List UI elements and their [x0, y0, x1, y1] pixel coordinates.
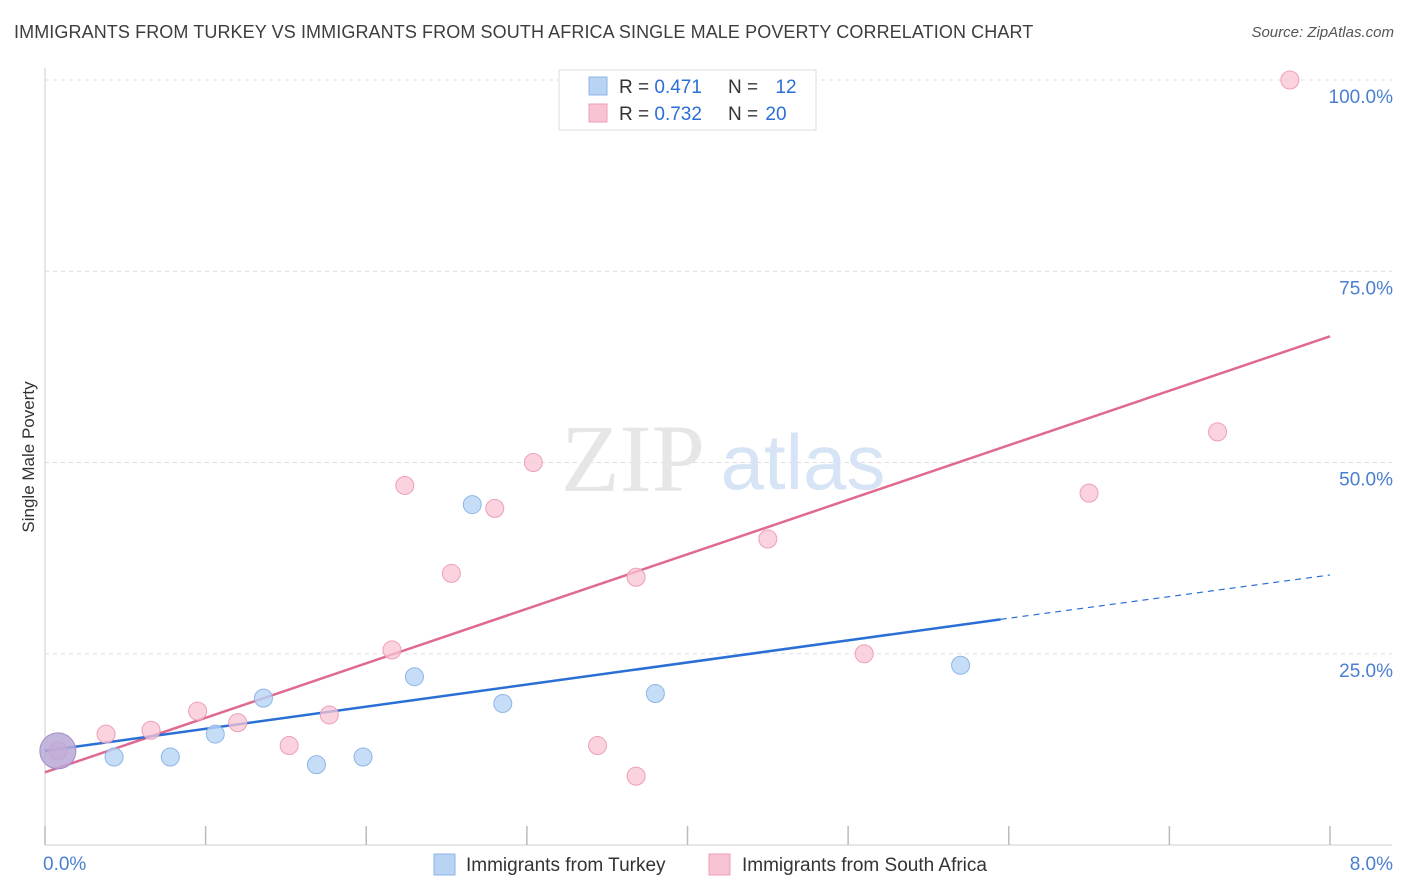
point-south-africa-5: [279, 736, 299, 756]
point-south-africa-12: [588, 736, 608, 756]
svg-text:R = 0.471: R = 0.471: [619, 77, 702, 98]
point-turkey-9: [493, 693, 513, 713]
legend-n-label-south-africa: N =: [728, 104, 763, 125]
point-turkey-7: [404, 667, 424, 687]
series-legend: Immigrants from Turkey Immigrants from S…: [433, 853, 987, 876]
watermark: ZIP atlas: [561, 405, 885, 512]
stats-legend: R = 0.471 N = 12 R = 0.732 N = 20: [558, 69, 817, 131]
legend-n-value-turkey: 12: [775, 77, 796, 98]
watermark-atlas: atlas: [721, 418, 886, 506]
legend-r-value-turkey: 0.471: [654, 77, 702, 98]
x-tick-label-min: 0.0%: [43, 854, 86, 875]
source-label: Source: ZipAtlas.com: [1251, 24, 1394, 41]
y-tick-label-100: 100.0%: [1329, 87, 1394, 108]
trend-lines: [44, 335, 1331, 774]
legend-r-value-south-africa: 0.732: [654, 104, 702, 125]
data-points: [39, 70, 1300, 786]
bottom-legend-swatch-turkey: [433, 853, 456, 876]
point-south-africa-1: [96, 724, 116, 744]
point-turkey-5: [306, 755, 326, 775]
point-south-africa-14: [626, 766, 646, 786]
point-south-africa-19: [1280, 70, 1300, 90]
point-south-africa-4: [228, 713, 248, 733]
axes: 25.0% 50.0% 75.0% 100.0% 0.0% 8.0%: [43, 68, 1393, 875]
point-turkey-4: [253, 688, 273, 708]
point-turkey-1: [104, 747, 124, 767]
point-south-africa-17: [1079, 483, 1099, 503]
point-south-africa-6: [319, 705, 339, 725]
svg-text:R = 0.732: R = 0.732: [619, 104, 702, 125]
point-south-africa-11: [523, 453, 543, 472]
svg-text:N = 20: N = 20: [728, 104, 787, 125]
y-tick-label-50: 50.0%: [1339, 470, 1393, 491]
chart-title: IMMIGRANTS FROM TURKEY VS IMMIGRANTS FRO…: [14, 22, 1034, 42]
bottom-legend-label-south-africa: Immigrants from South Africa: [742, 855, 987, 876]
legend-n-label-turkey: N =: [728, 77, 763, 98]
svg-text:N = 12: N = 12: [728, 77, 797, 98]
bottom-legend-label-turkey: Immigrants from Turkey: [466, 855, 666, 876]
trend-line-south-africa: [44, 335, 1331, 774]
y-tick-label-25: 25.0%: [1339, 661, 1393, 682]
x-tick-label-max: 8.0%: [1350, 854, 1393, 875]
point-south-africa-15: [758, 529, 778, 549]
y-axis-label: Single Male Poverty: [19, 381, 38, 533]
point-turkey-6: [353, 747, 373, 767]
point-turkey-8: [462, 495, 482, 515]
legend-r-label-turkey: R =: [619, 77, 654, 98]
point-south-africa-9: [441, 563, 461, 583]
point-south-africa-13: [626, 567, 646, 587]
point-south-africa-3: [188, 701, 208, 721]
point-south-africa-16: [854, 644, 874, 664]
point-south-africa-8: [395, 475, 415, 495]
point-south-africa-18: [1208, 422, 1228, 442]
bottom-legend-swatch-south-africa: [708, 853, 731, 876]
trend-line-turkey: [44, 618, 1001, 753]
y-tick-label-75: 75.0%: [1339, 278, 1393, 299]
point-turkey-3: [205, 724, 225, 744]
point-turkey-0: [39, 732, 77, 770]
watermark-zip: ZIP: [561, 405, 705, 512]
trend-line-turkey-extension: [1000, 574, 1331, 620]
point-south-africa-2: [141, 720, 161, 740]
legend-swatch-turkey: [588, 76, 608, 96]
point-turkey-2: [160, 747, 180, 767]
point-turkey-10: [645, 684, 665, 704]
legend-n-value-south-africa: 20: [765, 104, 786, 125]
legend-r-label-south-africa: R =: [619, 104, 654, 125]
point-south-africa-7: [382, 640, 402, 660]
grid-lines: [45, 79, 1392, 655]
point-turkey-11: [951, 655, 971, 675]
legend-swatch-south-africa: [588, 103, 608, 123]
point-south-africa-10: [485, 498, 505, 518]
